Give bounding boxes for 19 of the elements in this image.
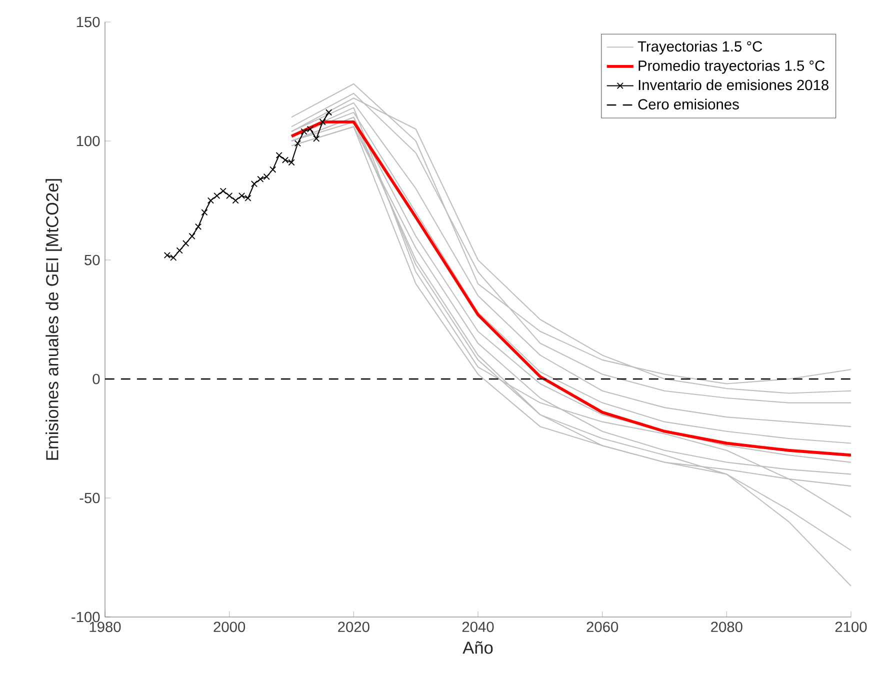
y-axis-title: Emisiones anuales de GEI [MtCO2e] [46,179,62,460]
x-tick-label: 2080 [711,622,742,632]
x-tick-label: 2060 [586,622,618,632]
x-tick-label: 2000 [214,622,246,632]
y-tick-label: 50 [84,254,100,266]
y-tick-label: 100 [76,136,100,146]
x-axis-title: Año [462,641,493,654]
y-tick-label: 150 [76,16,100,28]
x-tick-label: 2100 [835,622,867,632]
y-tick-label: -100 [72,612,100,622]
legend-label: Inventario de emisiones 2018 [638,79,828,90]
legend-label: Trayectorias 1.5 °C [638,40,762,54]
y-tick-label: -50 [80,492,100,504]
y-tick-label: 0 [92,374,100,384]
x-tick-label: 1980 [90,622,121,632]
x-tick-label: 2040 [462,622,494,632]
x-tick-label: 2020 [338,622,370,632]
legend-label: Cero emisiones [638,98,739,110]
legend-label: Promedio trayectorias 1.5 °C [638,60,825,74]
